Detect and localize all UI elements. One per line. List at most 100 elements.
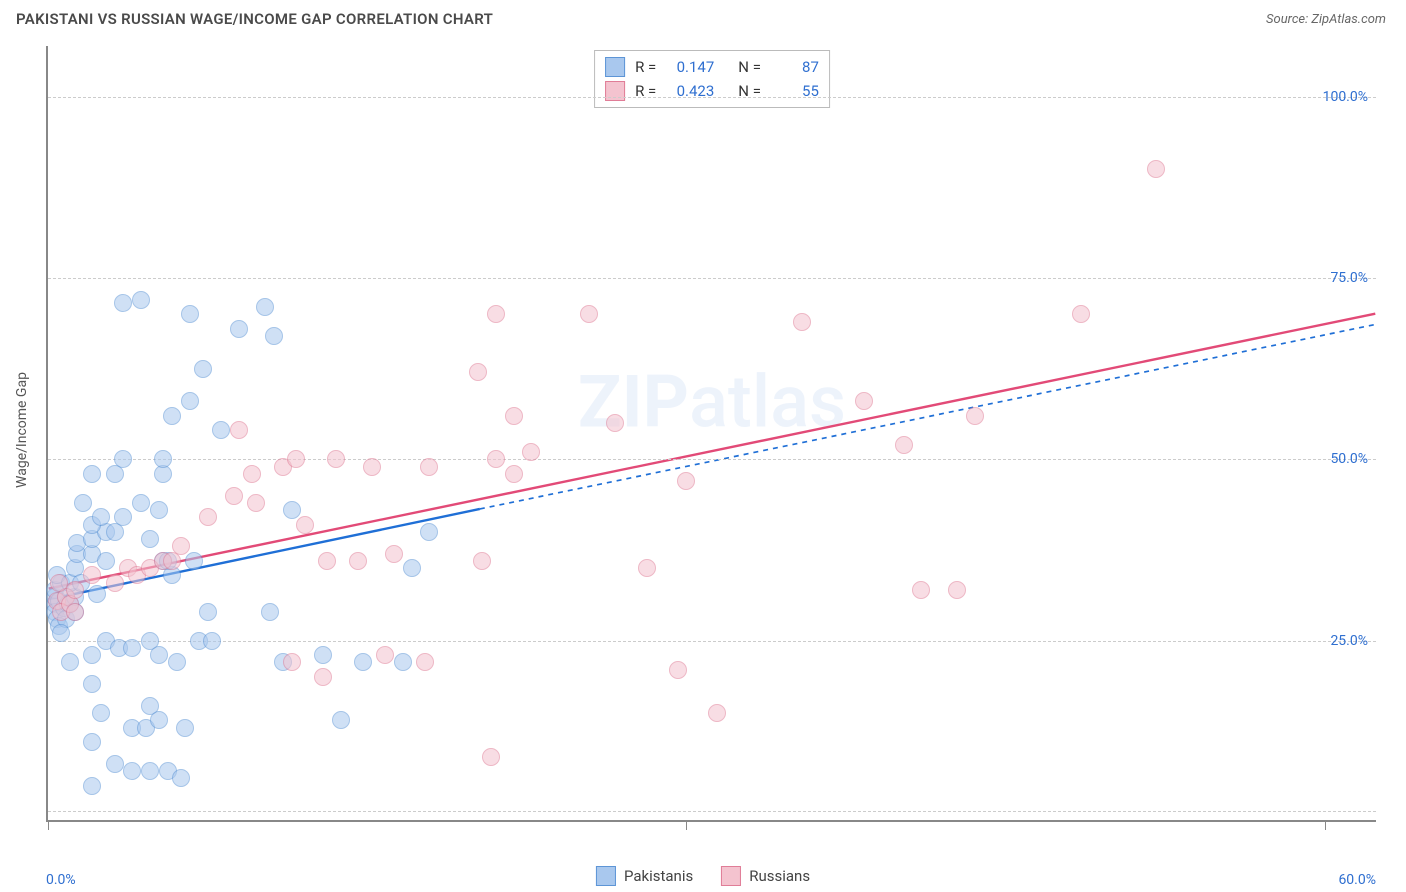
- data-point-pakistanis: [106, 465, 124, 483]
- data-point-russians: [199, 508, 217, 526]
- data-point-pakistanis: [403, 559, 421, 577]
- data-point-russians: [580, 305, 598, 323]
- gridline: [48, 459, 1376, 460]
- data-point-russians: [912, 581, 930, 599]
- data-point-russians: [66, 603, 84, 621]
- data-point-pakistanis: [92, 508, 110, 526]
- x-axis-min-label: 0.0%: [46, 872, 76, 888]
- data-point-pakistanis: [420, 523, 438, 541]
- watermark: ZIPatlas: [578, 360, 846, 445]
- data-point-russians: [505, 465, 523, 483]
- data-point-pakistanis: [394, 653, 412, 671]
- data-point-russians: [482, 748, 500, 766]
- data-point-russians: [243, 465, 261, 483]
- data-point-pakistanis: [283, 501, 301, 519]
- data-point-pakistanis: [114, 294, 132, 312]
- data-point-pakistanis: [123, 639, 141, 657]
- gridline: [48, 641, 1376, 642]
- data-point-russians: [225, 487, 243, 505]
- data-point-pakistanis: [176, 719, 194, 737]
- data-point-pakistanis: [83, 777, 101, 795]
- data-point-pakistanis: [150, 711, 168, 729]
- data-point-pakistanis: [212, 421, 230, 439]
- data-point-russians: [376, 646, 394, 664]
- watermark-light: atlas: [689, 360, 846, 445]
- data-point-pakistanis: [332, 711, 350, 729]
- data-point-russians: [855, 392, 873, 410]
- x-axis-max-label: 60.0%: [1338, 872, 1376, 888]
- data-point-russians: [522, 443, 540, 461]
- data-point-russians: [327, 450, 345, 468]
- x-tick: [686, 820, 687, 830]
- data-point-russians: [505, 407, 523, 425]
- data-point-pakistanis: [141, 762, 159, 780]
- y-tick-label: 25.0%: [1330, 633, 1368, 649]
- data-point-pakistanis: [141, 530, 159, 548]
- y-tick-label: 75.0%: [1330, 270, 1368, 286]
- data-point-pakistanis: [181, 392, 199, 410]
- data-point-pakistanis: [265, 327, 283, 345]
- data-point-russians: [296, 516, 314, 534]
- y-tick-label: 100.0%: [1323, 89, 1368, 105]
- gridline: [48, 278, 1376, 279]
- series-legend: PakistanisRussians: [596, 866, 810, 886]
- data-point-pakistanis: [230, 320, 248, 338]
- data-point-russians: [230, 421, 248, 439]
- gridline: [48, 811, 1376, 812]
- header: PAKISTANI VS RUSSIAN WAGE/INCOME GAP COR…: [0, 0, 1406, 34]
- data-point-pakistanis: [150, 501, 168, 519]
- data-point-russians: [948, 581, 966, 599]
- data-point-russians: [487, 450, 505, 468]
- data-point-russians: [416, 653, 434, 671]
- data-point-russians: [420, 458, 438, 476]
- data-point-pakistanis: [61, 653, 79, 671]
- data-point-pakistanis: [88, 585, 106, 603]
- x-tick: [1325, 820, 1326, 830]
- data-point-russians: [172, 537, 190, 555]
- data-point-pakistanis: [154, 450, 172, 468]
- data-point-russians: [287, 450, 305, 468]
- data-point-pakistanis: [83, 675, 101, 693]
- data-point-pakistanis: [163, 407, 181, 425]
- data-point-russians: [1147, 160, 1165, 178]
- data-point-pakistanis: [172, 769, 190, 787]
- data-point-russians: [349, 552, 367, 570]
- data-point-russians: [966, 407, 984, 425]
- data-point-pakistanis: [314, 646, 332, 664]
- data-point-russians: [469, 363, 487, 381]
- chart-title: PAKISTANI VS RUSSIAN WAGE/INCOME GAP COR…: [16, 10, 493, 28]
- data-point-pakistanis: [203, 632, 221, 650]
- chart-container: PAKISTANI VS RUSSIAN WAGE/INCOME GAP COR…: [0, 0, 1406, 892]
- data-point-pakistanis: [132, 291, 150, 309]
- data-point-pakistanis: [132, 494, 150, 512]
- data-point-pakistanis: [185, 552, 203, 570]
- data-point-pakistanis: [106, 755, 124, 773]
- data-point-russians: [473, 552, 491, 570]
- source-label: Source: ZipAtlas.com: [1266, 12, 1386, 27]
- data-point-pakistanis: [181, 305, 199, 323]
- data-point-russians: [793, 313, 811, 331]
- data-point-russians: [318, 552, 336, 570]
- data-point-russians: [895, 436, 913, 454]
- data-point-pakistanis: [256, 298, 274, 316]
- data-point-russians: [283, 653, 301, 671]
- watermark-bold: ZIP: [578, 360, 689, 445]
- y-tick-label: 50.0%: [1330, 451, 1368, 467]
- data-point-pakistanis: [354, 653, 372, 671]
- data-point-pakistanis: [150, 646, 168, 664]
- data-point-russians: [314, 668, 332, 686]
- data-point-russians: [708, 704, 726, 722]
- correlation-legend: R =0.147N =87R =0.423N =55: [594, 50, 830, 108]
- legend-row: R =0.147N =87: [605, 55, 819, 79]
- data-point-russians: [106, 574, 124, 592]
- data-point-russians: [638, 559, 656, 577]
- data-point-pakistanis: [83, 646, 101, 664]
- data-point-pakistanis: [199, 603, 217, 621]
- data-point-russians: [385, 545, 403, 563]
- plot-area: ZIPatlas R =0.147N =87R =0.423N =55 25.0…: [46, 46, 1376, 822]
- data-point-pakistanis: [194, 360, 212, 378]
- data-point-russians: [1072, 305, 1090, 323]
- data-point-pakistanis: [123, 762, 141, 780]
- data-point-russians: [363, 458, 381, 476]
- legend-item: Pakistanis: [596, 866, 693, 886]
